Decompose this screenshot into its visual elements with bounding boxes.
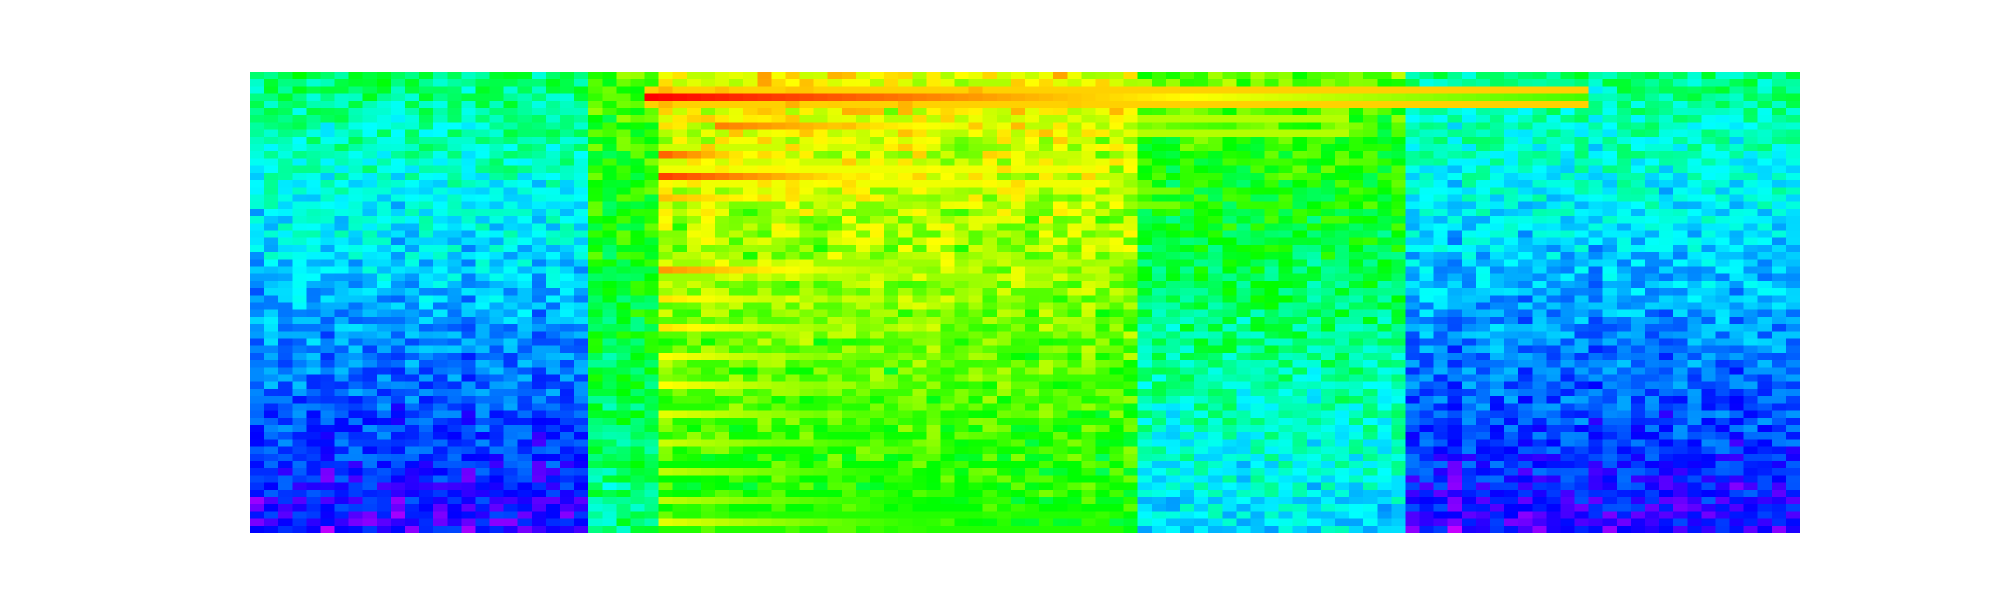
spectrogram-heatmap (250, 72, 1800, 533)
